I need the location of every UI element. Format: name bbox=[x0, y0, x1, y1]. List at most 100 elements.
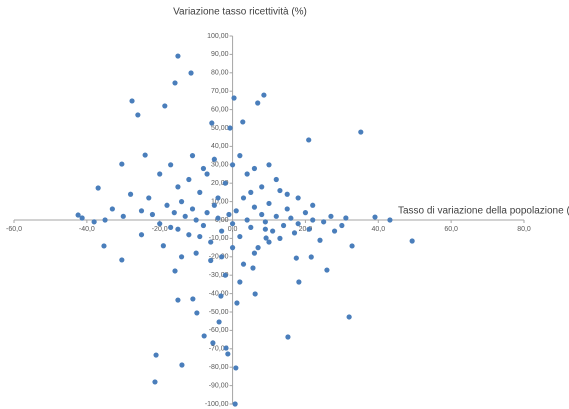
x-axis-title: Tasso di variazione della popolazione (%… bbox=[398, 206, 569, 217]
point bbox=[162, 103, 168, 109]
y-tick-label: -80,00 bbox=[209, 364, 229, 371]
point bbox=[102, 217, 108, 223]
y-tick-label: 20,00 bbox=[211, 180, 229, 187]
point bbox=[152, 379, 158, 385]
point bbox=[233, 365, 239, 371]
point bbox=[172, 80, 178, 86]
x-tick-label: 40,0 bbox=[371, 226, 385, 233]
y-tick-label: -70,00 bbox=[209, 346, 229, 353]
point bbox=[186, 232, 192, 238]
point bbox=[310, 202, 316, 208]
point bbox=[175, 184, 181, 190]
point bbox=[119, 161, 125, 167]
point bbox=[306, 226, 312, 232]
point bbox=[175, 53, 181, 59]
point bbox=[200, 165, 207, 172]
point bbox=[263, 235, 269, 241]
point bbox=[270, 228, 276, 234]
point bbox=[149, 211, 156, 218]
y-tick-label: 70,00 bbox=[211, 88, 229, 95]
point bbox=[189, 153, 196, 159]
y-tick-label: 80,00 bbox=[211, 70, 229, 77]
point bbox=[262, 226, 268, 232]
point bbox=[222, 180, 228, 186]
point bbox=[215, 215, 221, 221]
point bbox=[308, 254, 314, 260]
point bbox=[223, 345, 229, 351]
point bbox=[211, 156, 217, 162]
point bbox=[157, 221, 163, 227]
x-tick-label: -60,0 bbox=[6, 226, 22, 233]
y-tick-label: 100,00 bbox=[207, 33, 229, 40]
point bbox=[101, 243, 107, 249]
point bbox=[372, 214, 378, 220]
point bbox=[295, 195, 301, 201]
point bbox=[127, 191, 134, 197]
point bbox=[343, 215, 349, 221]
point bbox=[251, 250, 258, 256]
x-tick-label: 0,0 bbox=[228, 226, 238, 233]
point bbox=[200, 222, 207, 229]
point bbox=[190, 296, 196, 302]
point bbox=[296, 279, 302, 285]
point bbox=[219, 254, 225, 260]
point bbox=[146, 195, 152, 201]
point bbox=[346, 314, 352, 320]
point bbox=[164, 202, 170, 208]
y-tick-label: 0,00 bbox=[215, 217, 229, 224]
point bbox=[215, 195, 221, 201]
point bbox=[193, 217, 199, 223]
point bbox=[218, 293, 224, 299]
point bbox=[109, 206, 115, 212]
y-tick-label: 60,00 bbox=[211, 106, 229, 113]
point bbox=[331, 228, 338, 234]
point bbox=[293, 255, 299, 261]
point bbox=[211, 202, 217, 208]
point bbox=[91, 219, 97, 225]
point bbox=[234, 300, 240, 306]
point bbox=[222, 272, 228, 278]
point bbox=[328, 213, 334, 219]
point bbox=[306, 137, 312, 143]
point bbox=[339, 222, 345, 229]
point bbox=[324, 267, 330, 273]
point bbox=[232, 401, 238, 407]
point bbox=[231, 95, 237, 101]
y-tick-label: -20,00 bbox=[209, 254, 229, 261]
point bbox=[273, 213, 279, 219]
point bbox=[171, 210, 177, 216]
point bbox=[240, 261, 247, 267]
point bbox=[244, 217, 250, 223]
point bbox=[168, 224, 174, 230]
point bbox=[295, 221, 301, 227]
point bbox=[194, 310, 200, 316]
point bbox=[226, 211, 232, 218]
point bbox=[188, 70, 194, 76]
y-tick-label: 10,00 bbox=[211, 198, 229, 205]
point bbox=[208, 257, 214, 264]
point bbox=[288, 215, 294, 221]
point bbox=[280, 222, 287, 229]
x-tick-label: 80,0 bbox=[517, 226, 531, 233]
point bbox=[153, 352, 159, 358]
point bbox=[240, 119, 246, 125]
y-tick-label: -10,00 bbox=[209, 235, 229, 242]
point bbox=[179, 362, 185, 368]
x-tick-label: 20,0 bbox=[299, 226, 313, 233]
point bbox=[248, 224, 254, 230]
point bbox=[197, 233, 203, 240]
point bbox=[129, 98, 135, 104]
point bbox=[120, 213, 126, 219]
point bbox=[237, 153, 243, 159]
point bbox=[138, 232, 145, 238]
point bbox=[266, 162, 272, 168]
point bbox=[244, 171, 250, 177]
point bbox=[227, 125, 233, 131]
y-tick-label: -50,00 bbox=[209, 309, 229, 316]
point bbox=[284, 206, 290, 212]
point bbox=[302, 210, 309, 216]
point bbox=[358, 129, 364, 135]
x-tick-label: 60,0 bbox=[444, 226, 458, 233]
y-tick-label: 90,00 bbox=[211, 51, 229, 58]
point bbox=[160, 243, 166, 249]
